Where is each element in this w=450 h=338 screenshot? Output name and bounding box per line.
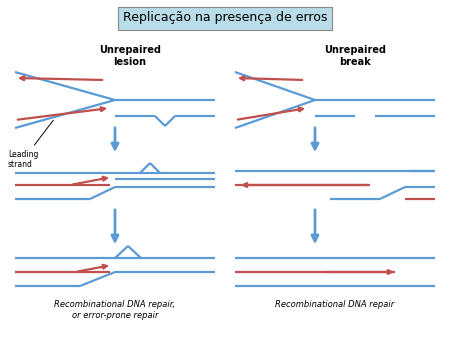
Text: Recombinational DNA repair,
or error-prone repair: Recombinational DNA repair, or error-pro… [54,300,176,320]
Text: Unrepaired
break: Unrepaired break [324,45,386,67]
Text: Unrepaired
lesion: Unrepaired lesion [99,45,161,67]
Text: Recombinational DNA repair: Recombinational DNA repair [275,300,395,309]
Text: Leading
strand: Leading strand [8,120,53,169]
Text: Replicação na presença de erros: Replicação na presença de erros [123,11,327,24]
